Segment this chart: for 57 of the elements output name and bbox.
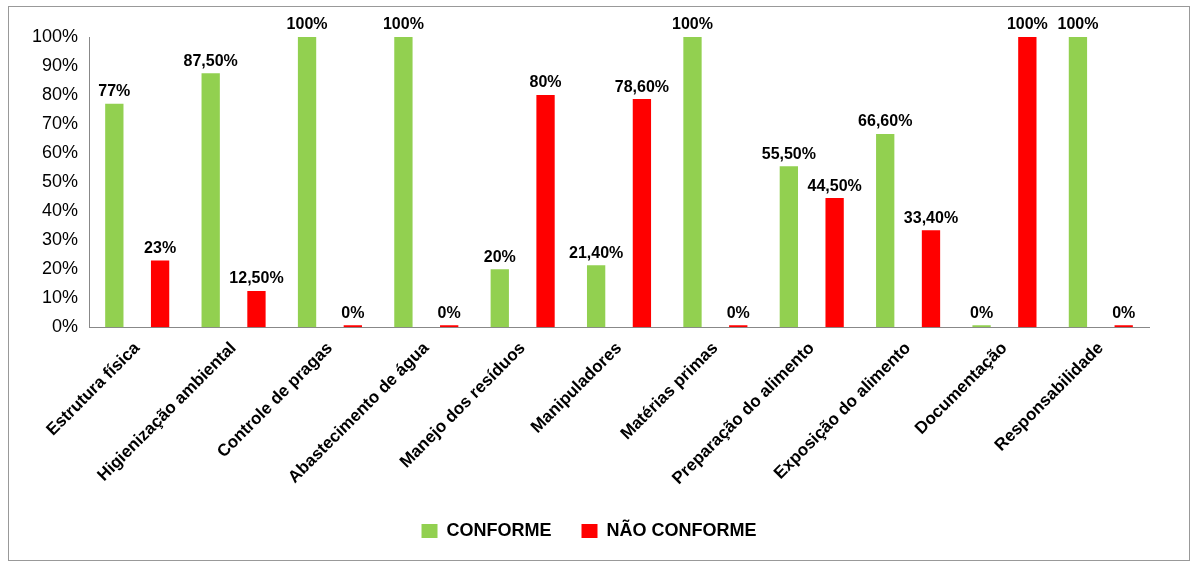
bar [779, 166, 799, 328]
bar [683, 37, 702, 328]
y-tick-label: 40% [42, 200, 79, 221]
y-tick-label: 90% [42, 55, 79, 75]
data-label: 55,50% [761, 144, 816, 162]
data-label: 78,60% [614, 77, 670, 95]
bar [394, 37, 413, 328]
data-label: 21,40% [569, 243, 624, 261]
bar [343, 325, 362, 328]
data-label: 0% [970, 303, 994, 321]
data-label: 0% [341, 303, 365, 321]
data-label: 33,40% [903, 208, 959, 226]
data-label: 100% [1006, 15, 1048, 33]
bar [1114, 325, 1133, 328]
bar [150, 260, 170, 328]
bar [201, 73, 220, 328]
data-label: 0% [437, 303, 461, 321]
bar [536, 95, 555, 328]
bar [105, 103, 124, 328]
bar [440, 325, 459, 328]
data-label: 44,50% [807, 176, 862, 194]
data-label: 100% [382, 15, 424, 33]
bar [297, 37, 317, 328]
data-label: 87,50% [183, 51, 238, 69]
bar [921, 230, 941, 328]
data-label: 66,60% [858, 112, 913, 130]
data-label: 0% [726, 303, 750, 321]
data-label: 100% [1057, 15, 1099, 33]
data-label: 100% [672, 15, 713, 33]
y-tick-label: 80% [42, 84, 79, 105]
bar [632, 99, 652, 328]
data-label: 80% [529, 73, 562, 91]
bar [586, 265, 606, 328]
data-label: 100% [286, 15, 328, 33]
y-tick-label: 20% [42, 258, 79, 279]
bar [490, 269, 509, 328]
data-label: 12,50% [229, 269, 284, 287]
y-tick-label: 100% [31, 25, 79, 46]
y-tick-label: 60% [42, 142, 79, 163]
legend-label: NÃO CONFORME [606, 518, 757, 540]
bar [1068, 37, 1088, 328]
bar [876, 133, 895, 328]
data-label: 20% [483, 247, 516, 265]
y-tick-label: 30% [42, 229, 79, 250]
y-tick-label: 50% [42, 171, 79, 192]
y-tick-label: 70% [42, 113, 79, 134]
bar [972, 325, 991, 328]
bar [247, 291, 266, 328]
legend-label: CONFORME [446, 519, 552, 540]
data-label: 0% [1112, 303, 1136, 321]
y-tick-label: 0% [52, 316, 79, 337]
bar [825, 198, 844, 328]
y-tick-label: 10% [42, 287, 79, 308]
data-label: 23% [144, 238, 177, 256]
bar [1018, 37, 1037, 328]
bar [729, 325, 748, 328]
data-label: 77% [98, 82, 131, 100]
